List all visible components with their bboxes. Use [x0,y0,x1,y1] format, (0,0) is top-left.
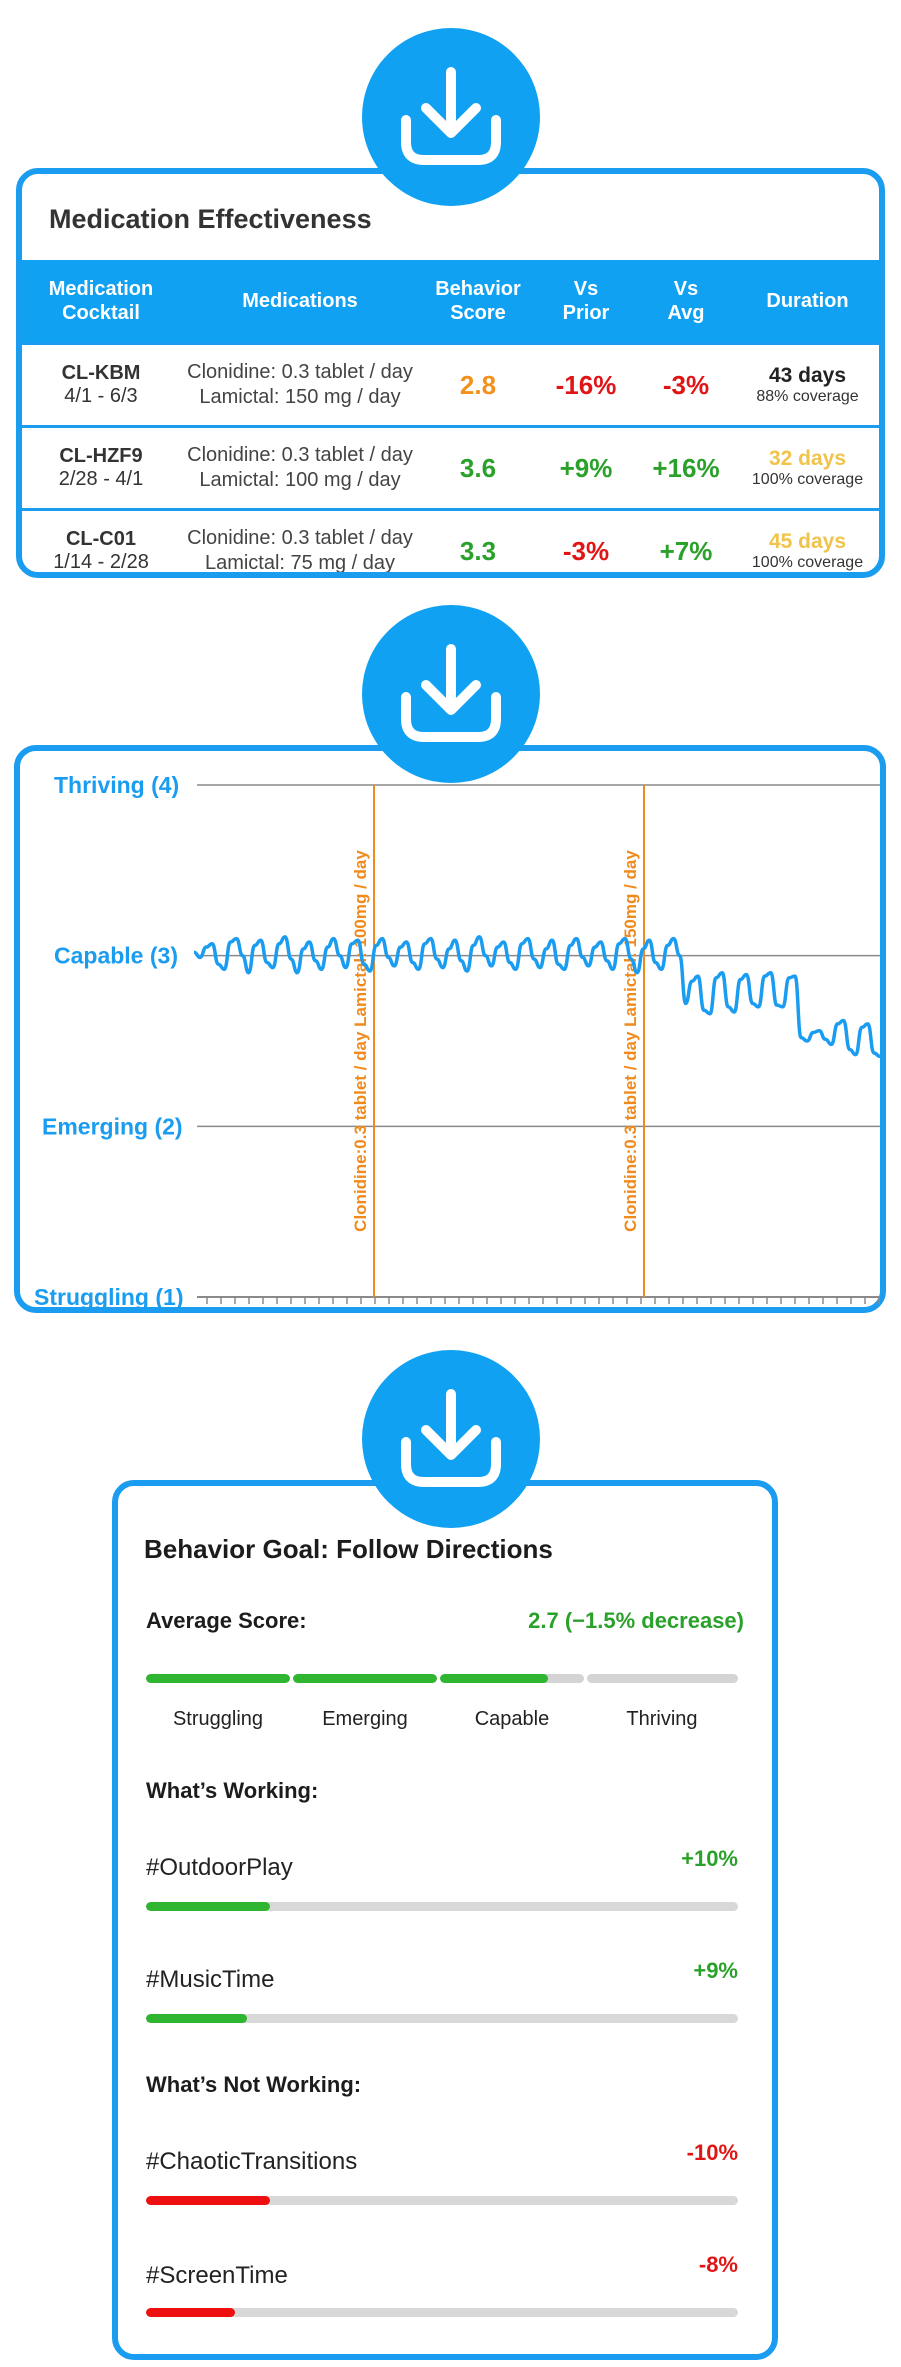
table-row[interactable]: CL-KBM 4/1 - 6/3 Clonidine: 0.3 tablet / … [22,342,879,427]
tag-chaotic-transitions-bar [146,2196,738,2205]
cocktail-dates: 2/28 - 4/1 [58,468,144,490]
medication-marker-label: Clonidine:0.3 tablet / day Lamictal: 150… [621,850,640,1232]
download-icon [401,1389,501,1487]
level-label-emerging: Emerging [322,1708,408,1730]
download-icon [401,644,501,742]
vs-prior: +9% [559,452,613,483]
tag-chaotic-transitions-change: -10% [686,2140,738,2165]
behavior-chart-card: Thriving (4) Capable (3) Emerging (2) Strug… [14,745,886,1313]
medication-1: Clonidine: 0.3 tablet / day [187,444,413,466]
cocktail-code: CL-KBM [61,362,141,384]
medication-2: Lamictal: 100 mg / day [199,469,401,491]
tag-screen-time-bar [146,2308,738,2317]
behavior-score: 3.6 [459,452,497,483]
header-cocktail[interactable]: Medication Cocktail [22,260,180,344]
cocktail-code: CL-HZF9 [59,445,143,467]
behavior-score-series-line [193,935,881,1059]
vs-avg: -3% [662,369,710,400]
x-tick-label: 3/21 [792,1310,837,1313]
x-tick-label: 1/4 [176,1310,208,1313]
tag-outdoor-play[interactable]: #OutdoorPlay [146,1854,293,1881]
tag-music-time[interactable]: #MusicTime [146,1966,275,1993]
tag-screen-time[interactable]: #ScreenTime [146,2262,288,2289]
coverage: 88% coverage [756,388,859,405]
average-score-value: 2.7 (−1.5% decrease) [528,1608,744,1633]
duration-days: 43 days [768,364,847,387]
download-icon [401,67,501,165]
level-bar-thriving [587,1674,738,1683]
header-vs-prior[interactable]: Vs Prior [536,260,636,344]
level-label-thriving: Thriving [626,1708,698,1730]
vs-prior: -3% [562,535,610,566]
duration-days: 32 days [768,447,847,470]
x-tick-label: 2/20 [324,1310,369,1313]
y-level-label: Thriving (4) [54,772,179,798]
x-tick-label: 4/1 [640,1310,672,1313]
tag-outdoor-play-change: +10% [681,1846,738,1871]
y-level-label: Capable (3) [54,943,178,969]
medication-1: Clonidine: 0.3 tablet / day [187,361,413,383]
download-button[interactable] [362,1350,540,1528]
level-bar-emerging [293,1674,437,1683]
level-label-struggling: Struggling [172,1708,264,1730]
whats-working-heading: What’s Working: [146,1778,319,1803]
table-header-row: Medication Cocktail Medications Behavior S… [22,260,879,344]
behavior-score: 3.3 [459,535,497,566]
tag-music-time-change: +9% [693,1958,738,1983]
header-duration[interactable]: Duration [736,260,879,344]
tag-screen-time-change: -8% [698,2252,738,2277]
level-bar-capable [440,1674,584,1683]
coverage: 100% coverage [751,554,864,571]
medication-effectiveness-card: Medication Effectiveness Medication Cockt… [16,168,885,578]
level-label-capable: Capable [474,1708,550,1730]
coverage: 100% coverage [751,471,864,488]
download-button[interactable] [362,605,540,783]
behavior-goal-card: Behavior Goal: Follow Directions Average… [112,1480,778,2360]
behavior-score: 2.8 [459,369,497,400]
behavior-line-chart: Thriving (4) Capable (3) Emerging (2) Strug… [34,772,881,1313]
cocktail-code: CL-C01 [65,528,136,550]
vs-prior: -16% [555,369,617,400]
x-tick-label: 3/18 [477,1310,522,1313]
medication-2: Lamictal: 75 mg / day [204,552,396,574]
header-vs-avg[interactable]: Vs Avg [636,260,736,344]
table-row[interactable]: CL-HZF9 2/28 - 4/1 Clonidine: 0.3 tablet … [22,425,879,510]
medication-2: Lamictal: 150 mg / day [199,386,401,408]
y-level-label: Struggling (1) [34,1284,183,1310]
cocktail-dates: 4/1 - 6/3 [64,385,138,407]
whats-not-working-heading: What’s Not Working: [146,2072,362,2097]
goal-title: Behavior Goal: Follow Directions [144,1534,553,1564]
average-score-label: Average Score: [146,1608,307,1633]
tag-music-time-bar [146,2014,738,2023]
y-level-label: Emerging (2) [42,1113,183,1139]
level-bar-struggling [146,1674,290,1683]
medication-1: Clonidine: 0.3 tablet / day [187,527,413,549]
medication-marker-label: Clonidine:0.3 tablet / day Lamictal: 100… [351,850,370,1232]
header-behavior-score[interactable]: Behavior Score [420,260,536,344]
table-row[interactable]: CL-C01 1/14 - 2/28 Clonidine: 0.3 tablet … [22,508,879,574]
tag-outdoor-play-bar [146,1902,738,1911]
vs-avg: +7% [659,535,713,566]
tag-chaotic-transitions[interactable]: #ChaoticTransitions [146,2148,358,2175]
cocktail-dates: 1/14 - 2/28 [53,551,149,573]
duration-days: 45 days [768,530,847,553]
medication-table: Medication Cocktail Medications Behavior S… [22,260,879,574]
card-title: Medication Effectiveness [49,204,372,234]
header-medications[interactable]: Medications [180,260,420,344]
download-button[interactable] [362,28,540,206]
vs-avg: +16% [652,452,720,483]
